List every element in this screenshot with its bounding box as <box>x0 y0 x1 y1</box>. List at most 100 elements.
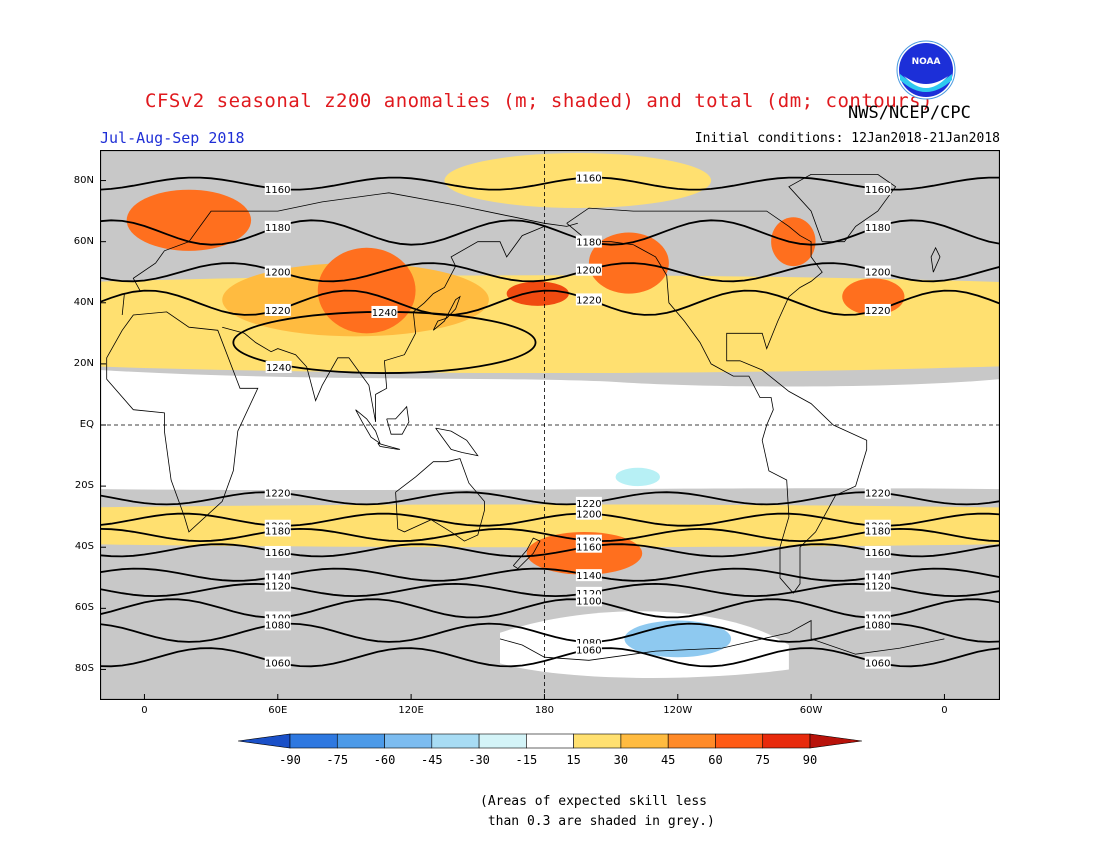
coastline-2 <box>222 226 545 422</box>
contour-label-box <box>864 265 891 278</box>
contour-label: 1060 <box>576 646 601 657</box>
colorbar-swatch <box>526 733 574 749</box>
contour-1160-7 <box>100 543 1000 558</box>
lat-label: EQ <box>79 419 94 430</box>
contour-label-box <box>864 656 891 669</box>
lat-label: 60N <box>73 235 94 247</box>
colorbar-arrow-low <box>238 733 291 749</box>
contour-label-box <box>575 496 602 509</box>
colorbar-swatch <box>573 733 622 749</box>
contour-1200-5 <box>100 512 1000 527</box>
anomaly-dateline-ridge <box>506 281 569 306</box>
grid-layer <box>100 150 1000 700</box>
lon-label: 60E <box>268 705 288 716</box>
anomaly-tropical-pacific-low <box>615 467 660 487</box>
contour-label: 1240 <box>372 308 397 319</box>
noaa-logo-icon: NOAA <box>896 40 956 100</box>
contour-label-box <box>575 569 602 582</box>
colorbar-swatch <box>289 733 338 749</box>
contour-label: 1220 <box>576 295 601 306</box>
anomaly-europe-ridge <box>126 189 252 251</box>
colorbar-tick-label: 30 <box>614 753 628 767</box>
lat-label: 20N <box>73 357 94 369</box>
colorbar-tick-label: 60 <box>708 753 722 767</box>
contour-label-box <box>864 545 891 558</box>
coastline-3 <box>395 458 485 542</box>
contour-label: 1060 <box>265 659 290 670</box>
contour-label: 1120 <box>265 581 290 592</box>
contour-label-box <box>264 303 291 316</box>
contour-label: 1220 <box>576 499 601 510</box>
contour-1060-12 <box>100 647 1000 668</box>
contour-label: 1140 <box>265 572 290 583</box>
colorbar-tick-label: -75 <box>326 753 348 767</box>
lat-label: 80S <box>74 663 94 675</box>
colorbar-swatch <box>336 733 385 749</box>
colorbar-swatch <box>620 733 669 749</box>
contour-1160-0 <box>100 176 1000 191</box>
colorbar-arrow-high <box>809 733 862 749</box>
contour-label-box <box>264 579 291 592</box>
color-legend: -90 -75 -60 -45 -30 -15 15 30 45 60 75 90 <box>238 733 862 767</box>
lon-label: 0 <box>141 705 148 716</box>
contour-label-box <box>864 524 891 537</box>
coastline-5 <box>788 174 897 243</box>
contour-1180-6 <box>100 527 1000 543</box>
contour-1140-8 <box>100 567 1000 582</box>
contour-label-box <box>575 594 602 607</box>
contour-1220-3 <box>100 289 1000 316</box>
coastline-8 <box>355 409 381 445</box>
contour-label: 1080 <box>576 638 601 649</box>
lon-label: 120E <box>398 705 424 716</box>
lat-label: 40S <box>74 541 94 553</box>
coastline-0 <box>106 311 259 533</box>
anomaly-southern-mid-latitude-band <box>100 504 1000 548</box>
contour-label-box <box>264 265 291 278</box>
contour-1200-2 <box>100 262 1000 283</box>
contour-label-box <box>575 235 602 248</box>
colorbar-swatch <box>478 733 527 749</box>
contour-label: 1080 <box>865 620 890 631</box>
contour-label-box <box>264 220 291 233</box>
contour-label: 1140 <box>576 571 601 582</box>
contour-1080-11 <box>100 622 1000 643</box>
map-title: CFSv2 seasonal z200 anomalies (m; shaded… <box>145 90 933 112</box>
contour-label-box <box>864 570 891 583</box>
colorbar-tick-label: -30 <box>468 753 490 767</box>
contour-label: 1220 <box>865 306 890 317</box>
contour-label-box <box>264 570 291 583</box>
contour-label: 1120 <box>576 589 601 600</box>
colorbar-tick-label: -90 <box>279 753 301 767</box>
contour-label-box <box>264 524 291 537</box>
colorbar-tick-label: 45 <box>661 753 675 767</box>
contour-label: 1160 <box>865 185 890 196</box>
coastline-1 <box>121 192 578 316</box>
colorbar-tick-label: -15 <box>516 753 538 767</box>
agency-label: NWS/NCEP/CPC <box>848 103 971 123</box>
contour-label: 1180 <box>865 223 890 234</box>
tropical-low-skill-band <box>100 370 1000 491</box>
contour-label-box <box>265 360 292 373</box>
contour-label: 1180 <box>265 526 290 537</box>
contour-label-box <box>575 171 602 184</box>
contour-label: 1180 <box>576 238 601 249</box>
coastline-7 <box>432 295 461 331</box>
contour-label: 1220 <box>265 306 290 317</box>
contour-label: 1160 <box>865 548 890 559</box>
anomaly-central-asia-ridge <box>317 247 416 334</box>
contour-label: 1200 <box>865 268 890 279</box>
coastline-11 <box>435 427 479 457</box>
map-frame <box>100 150 1000 700</box>
contour-1180-1 <box>100 219 1000 246</box>
contour-label-box <box>264 545 291 558</box>
coastline-layer <box>106 174 945 661</box>
initial-conditions-label: Initial conditions: 12Jan2018-21Jan2018 <box>694 131 1000 146</box>
contour-label-box <box>264 618 291 631</box>
colorbar-tick-label: 90 <box>803 753 817 767</box>
colorbar-swatch <box>667 733 716 749</box>
colorbar-swatch <box>762 733 811 749</box>
contour-label: 1200 <box>576 510 601 521</box>
contour-label: 1140 <box>865 572 890 583</box>
